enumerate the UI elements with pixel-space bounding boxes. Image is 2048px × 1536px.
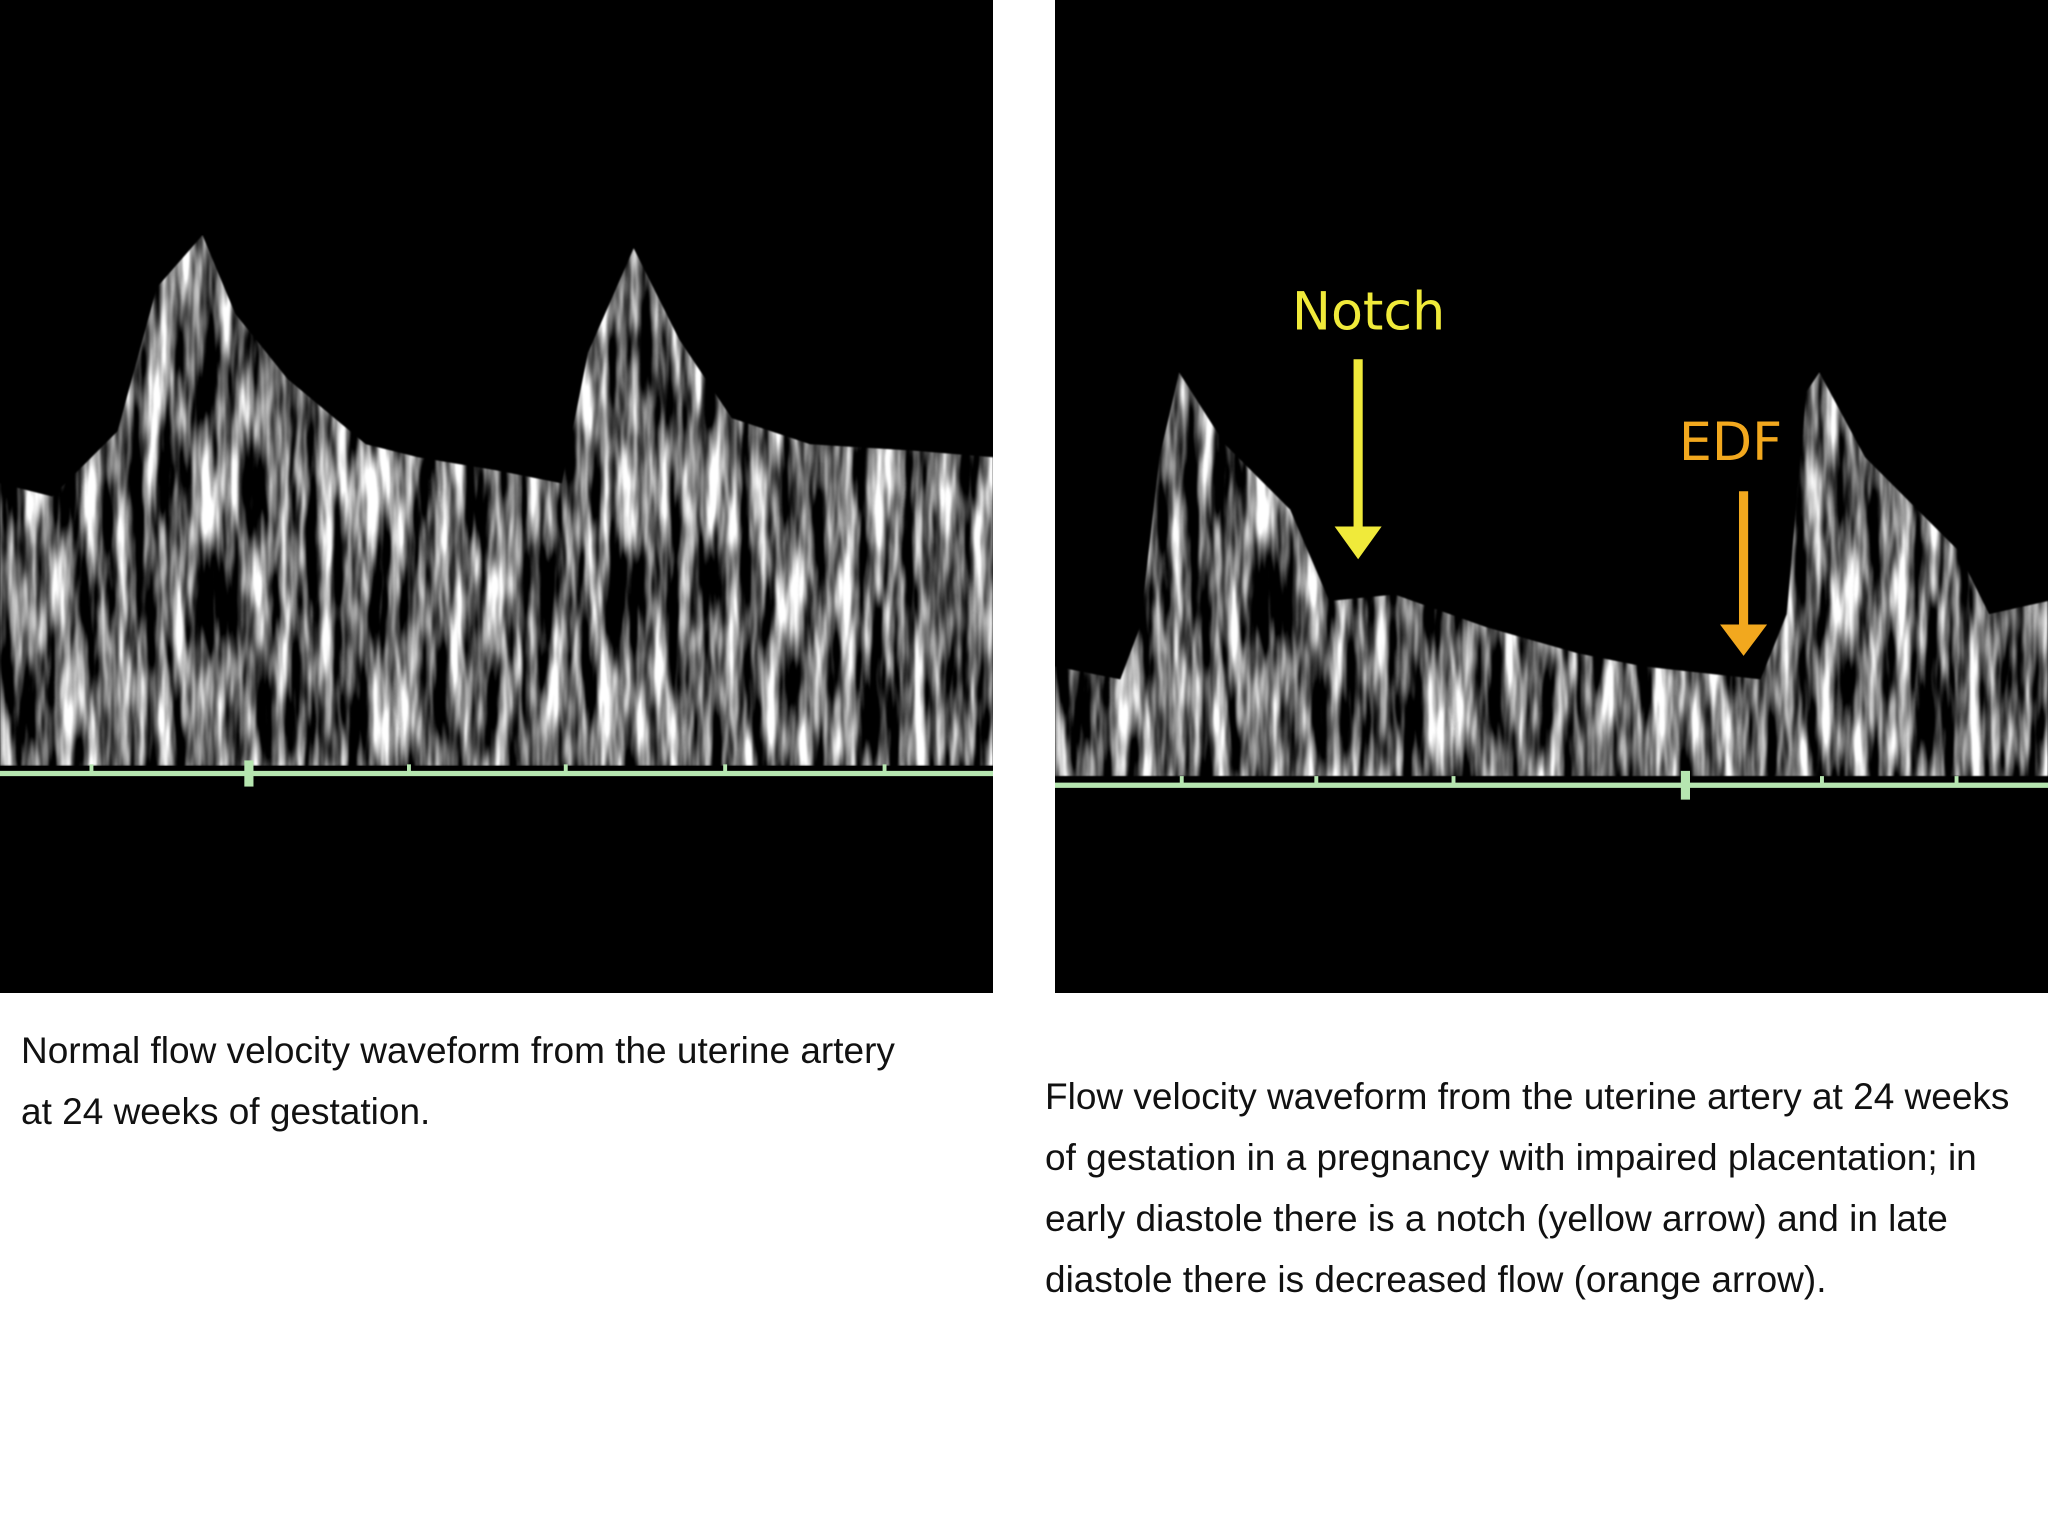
arrow-notch — [1334, 359, 1382, 560]
annotation-label: EDF — [1679, 412, 1782, 473]
annotation-label: Notch — [1292, 281, 1445, 342]
spectral-envelope — [1055, 372, 2048, 777]
waveform: Notch EDF — [1055, 281, 2048, 800]
baseline-ticks — [89, 760, 887, 787]
baseline-ticks — [1179, 770, 1959, 800]
arrow-edf — [1720, 491, 1768, 656]
doppler-image-impaired: Notch EDF — [1055, 0, 2048, 993]
doppler-image-normal — [0, 0, 993, 993]
waveform — [0, 235, 993, 787]
caption: Flow velocity waveform from the uterine … — [1045, 1076, 2010, 1300]
caption: Normal flow velocity waveform from the u… — [21, 1030, 895, 1132]
spectral-envelope — [0, 235, 993, 766]
